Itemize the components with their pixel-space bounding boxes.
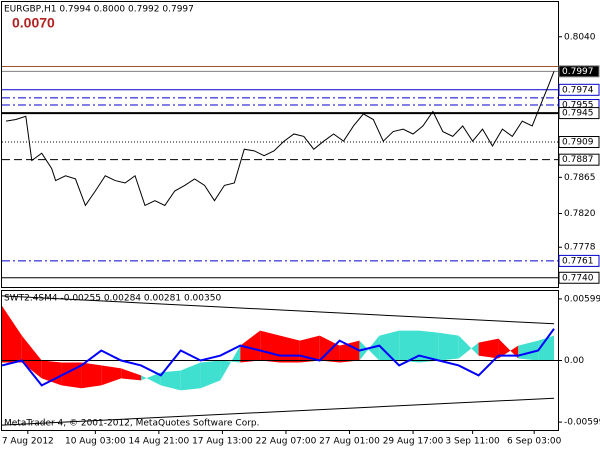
line-series — [1, 295, 555, 325]
y-tick-label: -0.00599 — [564, 418, 600, 428]
cloud-segment — [478, 338, 499, 359]
y-tick-label: 0.00 — [564, 356, 584, 366]
level-label: 0.7909 — [562, 138, 594, 148]
cloud-segment — [121, 368, 141, 381]
level-label-box — [558, 153, 600, 166]
level-label-box — [558, 254, 600, 267]
x-tick-label: 27 Aug 01:00 — [319, 437, 380, 447]
level-label-box — [558, 271, 600, 284]
cloud-segment — [21, 335, 42, 379]
cloud-segment — [2, 305, 22, 363]
cloud-segment — [438, 332, 459, 361]
cloud-segment — [101, 365, 122, 386]
copyright: MetaTrader 4, © 2001-2012, MetaQuotes So… — [4, 419, 260, 429]
cloud-segment — [141, 372, 161, 386]
y-tick-label: 0.8040 — [564, 32, 596, 42]
chart-title: EURGBP,H1 0.7994 0.8000 0.7992 0.7997 — [4, 5, 194, 15]
cloud-segment — [200, 360, 221, 389]
line-series — [1, 328, 555, 387]
line-series — [1, 397, 555, 426]
x-tick-label: 17 Aug 13:00 — [192, 437, 253, 447]
x-tick-label: 6 Sep 03:00 — [507, 437, 562, 447]
cloud-segment — [240, 330, 261, 363]
x-tick-label: 10 Aug 03:00 — [65, 437, 126, 447]
y-tick-label: 0.7778 — [564, 243, 596, 253]
level-label: 0.7974 — [562, 85, 594, 95]
level-label-box — [558, 136, 600, 149]
cloud-segment — [299, 335, 320, 363]
cloud-segment — [339, 340, 360, 363]
level-label: 0.7997 — [562, 67, 594, 77]
cloud-segment — [359, 335, 380, 361]
level-label-box — [558, 83, 600, 96]
x-tick-label: 7 Aug 2012 — [2, 437, 54, 447]
cloud-segment — [220, 345, 241, 381]
x-tick-label: 14 Aug 21:00 — [129, 437, 190, 447]
level-label-box — [558, 107, 600, 120]
cloud-segment — [260, 330, 280, 363]
annotation: 0.0070 — [12, 15, 55, 31]
cloud-segment — [399, 330, 419, 363]
level-label-box — [558, 65, 600, 78]
level-label: 0.7740 — [562, 273, 594, 283]
y-tick-label: 0.00599 — [564, 294, 600, 304]
cloud-segment — [41, 360, 62, 386]
cloud-segment — [419, 330, 439, 363]
level-label: 0.7955 — [562, 101, 594, 111]
level-label: 0.7945 — [562, 109, 594, 119]
cloud-segment — [498, 338, 519, 359]
x-tick-label: 22 Aug 07:00 — [256, 437, 317, 447]
x-tick-label: 29 Aug 17:00 — [383, 437, 444, 447]
level-label: 0.7887 — [562, 155, 594, 165]
cloud-segment — [458, 335, 479, 359]
cloud-segment — [160, 370, 181, 391]
cloud-segment — [518, 340, 539, 361]
cloud-segment — [81, 362, 102, 389]
x-tick-label: 3 Sep 11:00 — [445, 437, 500, 447]
cloud-segment — [379, 330, 400, 361]
cloud-segment — [180, 362, 201, 391]
line-series — [5, 71, 555, 207]
y-tick-label: 0.7820 — [564, 209, 596, 219]
cloud-segment — [538, 335, 555, 361]
level-label: 0.7761 — [562, 256, 594, 266]
indicator-title: SWT2.4SM4 -0.00255 0.00284 0.00281 0.003… — [4, 294, 221, 304]
y-tick-label: 0.7865 — [564, 173, 596, 183]
